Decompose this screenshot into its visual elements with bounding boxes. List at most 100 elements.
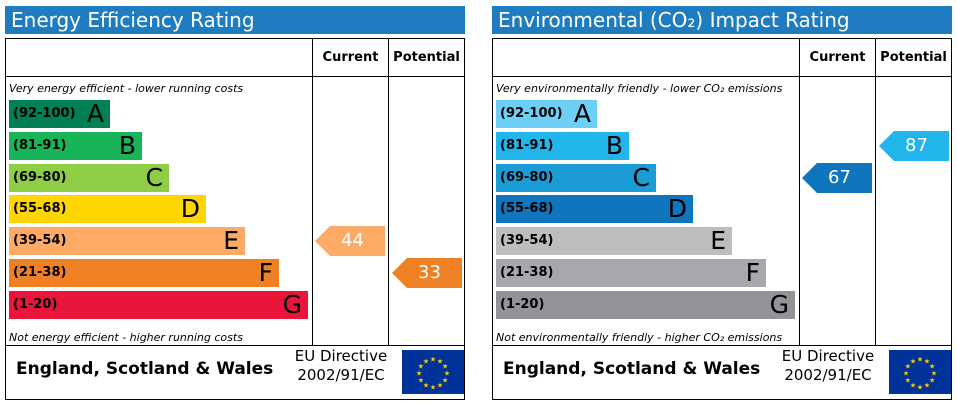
eu-directive: EU Directive 2002/91/EC	[286, 347, 396, 385]
eu-star-icon: ★	[903, 370, 909, 378]
header-divider	[493, 76, 951, 77]
rating-band-f: (21-38) F	[496, 259, 766, 287]
eu-star-icon: ★	[430, 356, 436, 364]
rating-band-d: (55-68) D	[496, 194, 693, 224]
eu-star-icon: ★	[418, 363, 424, 371]
eu-star-icon: ★	[924, 382, 930, 390]
band-letter: G	[769, 289, 789, 319]
eu-star-icon: ★	[917, 384, 923, 392]
rating-band-b: (81-91) B	[9, 131, 142, 160]
eu-flag-background	[402, 350, 464, 394]
rating-band-a: (92-100) A	[9, 100, 110, 128]
rating-frame: Current Potential Very environmentally f…	[492, 38, 952, 400]
band-range: (69-80)	[500, 169, 554, 185]
eu-star-icon: ★	[418, 377, 424, 385]
potential-column-header: Potential	[393, 50, 460, 65]
band-range: (81-91)	[13, 137, 67, 153]
header-divider	[6, 76, 464, 77]
eu-star-icon: ★	[442, 377, 448, 385]
column-divider	[875, 39, 876, 345]
rating-band-e: (39-54) E	[496, 226, 732, 256]
rating-band-g: (1-20) G	[9, 289, 308, 319]
eu-star-icon: ★	[910, 382, 916, 390]
band-range: (92-100)	[13, 106, 76, 121]
eu-directive-line1: EU Directive	[294, 347, 388, 365]
band-range: (1-20)	[500, 296, 545, 312]
eu-star-icon: ★	[437, 357, 443, 365]
band-range: (92-100)	[500, 106, 563, 121]
rating-band-e: (39-54) E	[9, 226, 245, 256]
band-letter: D	[180, 194, 200, 224]
panel-title: Energy Efficiency Rating	[5, 6, 465, 34]
eu-flag-icon: ★ ★★★★★★★★★★★	[402, 350, 464, 394]
band-letter: G	[282, 289, 302, 319]
rating-band-b: (81-91) B	[496, 130, 629, 160]
eu-star-icon: ★	[905, 377, 911, 385]
eu-star-icon: ★	[423, 357, 429, 365]
band-letter: B	[605, 130, 623, 160]
eu-directive-line1: EU Directive	[781, 347, 875, 365]
bottom-note: Not energy efficient - higher running co…	[9, 331, 243, 344]
band-range: (81-91)	[500, 137, 554, 153]
eu-star-icon: ★	[423, 382, 429, 390]
band-letter: E	[223, 226, 239, 256]
footer-region: England, Scotland & Wales	[503, 359, 761, 379]
eu-star-icon: ★	[929, 363, 935, 371]
band-letter: A	[573, 99, 591, 128]
band-letter: A	[86, 99, 104, 128]
footer-region: England, Scotland & Wales	[16, 359, 274, 379]
current-column-header: Current	[809, 50, 866, 65]
eu-flag-icon: ★ ★★★★★★★★★★★	[889, 350, 951, 394]
eu-star-icon: ★	[917, 356, 923, 364]
eu-star-icon: ★	[929, 377, 935, 385]
eu-star-icon: ★	[416, 370, 422, 378]
current-rating-arrow: 67	[802, 162, 872, 193]
rating-band-f: (21-38) F	[9, 259, 279, 287]
eu-flag-background	[889, 350, 951, 394]
rating-band-a: (92-100) A	[496, 100, 597, 128]
eu-star-icon: ★	[430, 384, 436, 392]
band-range: (21-38)	[13, 265, 67, 280]
band-range: (21-38)	[500, 265, 554, 280]
column-divider	[799, 39, 800, 345]
band-letter: C	[632, 162, 650, 192]
band-letter: F	[258, 258, 273, 287]
bottom-note: Not environmentally friendly - higher CO…	[496, 331, 783, 344]
potential-column-header: Potential	[880, 50, 947, 65]
band-range: (1-20)	[13, 296, 58, 312]
eu-star-icon: ★	[905, 363, 911, 371]
energy-efficiency-panel: Energy Efficiency Rating Current Potenti…	[5, 6, 465, 400]
band-range: (39-54)	[13, 233, 67, 249]
eu-directive-line2: 2002/91/EC	[297, 366, 385, 384]
eu-directive: EU Directive 2002/91/EC	[773, 347, 883, 385]
potential-rating-value: 87	[905, 134, 928, 156]
eu-star-icon: ★	[437, 382, 443, 390]
column-divider	[312, 39, 313, 345]
potential-rating-arrow: 87	[879, 130, 949, 161]
band-letter: C	[145, 162, 163, 192]
eu-star-icon: ★	[444, 370, 450, 378]
top-note: Very environmentally friendly - lower CO…	[496, 82, 783, 95]
band-range: (69-80)	[13, 169, 67, 185]
environmental-impact-panel: Environmental (CO₂) Impact Rating Curren…	[492, 6, 952, 400]
panel-title: Environmental (CO₂) Impact Rating	[492, 6, 952, 34]
rating-frame: Current Potential Very energy efficient …	[5, 38, 465, 400]
current-rating-value: 44	[341, 230, 364, 252]
band-range: (55-68)	[500, 201, 554, 217]
band-range: (39-54)	[500, 233, 554, 249]
current-rating-value: 67	[828, 166, 851, 188]
rating-band-c: (69-80) C	[496, 162, 656, 192]
top-note: Very energy efficient - lower running co…	[9, 82, 244, 95]
eu-star-icon: ★	[931, 370, 937, 378]
potential-rating-arrow: 33	[392, 258, 462, 288]
footer-divider	[493, 345, 951, 346]
band-range: (55-68)	[13, 201, 67, 217]
eu-star-icon: ★	[910, 357, 916, 365]
rating-band-c: (69-80) C	[9, 162, 169, 192]
footer-divider	[6, 345, 464, 346]
band-letter: D	[667, 194, 687, 224]
current-rating-arrow: 44	[315, 226, 385, 257]
band-letter: E	[710, 226, 726, 256]
column-divider	[388, 39, 389, 345]
eu-star-icon: ★	[924, 357, 930, 365]
